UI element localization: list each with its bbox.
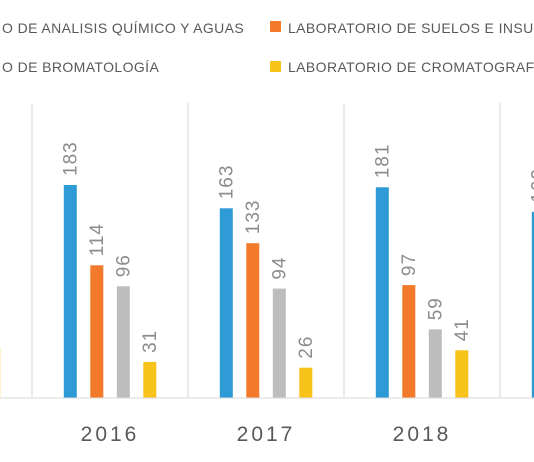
- bar-2018-series-4: [455, 350, 469, 398]
- legend-label-series-2: LABORATORIO DE SUELOS E INSUMOS: [288, 20, 534, 36]
- data-label-2017-series-1: 163: [216, 165, 237, 200]
- bar-2017-series-3: [272, 288, 286, 398]
- legend-label-series-1: O DE ANALISIS QUÍMICO Y AGUAS: [2, 20, 244, 36]
- data-label-2018-series-4: 41: [452, 318, 473, 341]
- x-axis-label-2016: 2016: [81, 423, 140, 446]
- x-axis-label-2018: 2018: [393, 423, 452, 446]
- bar-2018-series-3: [428, 329, 442, 398]
- legend: O DE ANALISIS QUÍMICO Y AGUAS LABORATORI…: [2, 20, 534, 75]
- data-label-2016-series-1: 183: [60, 141, 81, 176]
- bar-2016-series-3: [116, 286, 130, 398]
- data-label-2016-series-3: 96: [113, 254, 134, 277]
- data-label-2016-series-4: 31: [140, 330, 161, 353]
- legend-swatch-yellow: [270, 61, 281, 72]
- data-label-2018-series-3: 59: [425, 297, 446, 320]
- bar-2017-series-4: [299, 367, 313, 398]
- bar-2019-series-1: [531, 211, 534, 398]
- bar-2018-series-1: [375, 187, 389, 398]
- bar-2017-series-1: [219, 208, 233, 398]
- bar-2016-series-4: [143, 361, 157, 398]
- x-axis: 2016 2017 2018: [0, 397, 534, 446]
- x-axis-label-2017: 2017: [237, 423, 296, 446]
- data-label-2015-series-4: 43: [0, 316, 5, 339]
- data-label-2018-series-1: 181: [372, 144, 393, 179]
- bar-2018-series-2: [402, 285, 416, 398]
- data-label-2017-series-3: 94: [269, 256, 290, 279]
- data-label-2016-series-2: 114: [87, 223, 108, 256]
- legend-label-series-4: LABORATORIO DE CROMATOGRAFÍA: [288, 59, 534, 75]
- data-label-2017-series-4: 26: [296, 336, 317, 359]
- data-label-2018-series-2: 97: [399, 253, 420, 276]
- bar-2016-series-2: [90, 265, 104, 398]
- bar-2016-series-1: [63, 185, 77, 398]
- data-label-2019-series-1: 160: [528, 168, 534, 203]
- bar-2017-series-2: [246, 243, 260, 398]
- data-label-2017-series-2: 133: [243, 199, 264, 234]
- legend-label-series-3: O DE BROMATOLOGÍA: [2, 59, 159, 75]
- legend-swatch-orange: [270, 21, 281, 32]
